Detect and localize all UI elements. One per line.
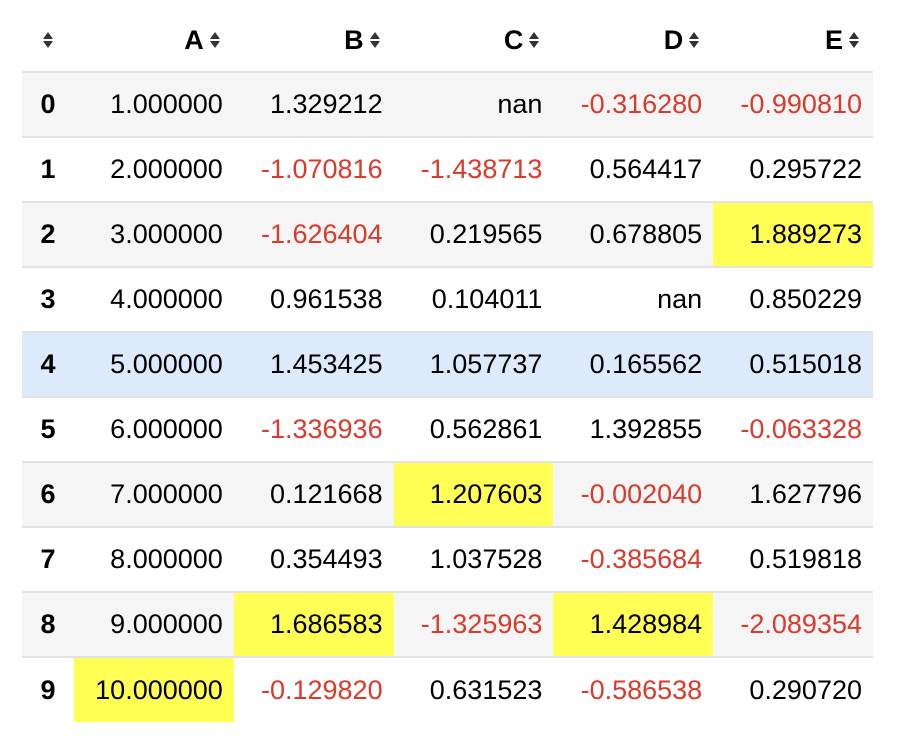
table-cell: 0.104011 [431, 284, 543, 314]
column-header-c[interactable]: C [393, 10, 554, 73]
table-cell: nan [657, 284, 703, 314]
table-cell: -0.385684 [580, 544, 703, 574]
sort-arrows-icon[interactable] [369, 31, 380, 49]
column-header-label: E [824, 25, 843, 55]
table-row-hovered: 4 5.000000 1.453425 1.057737 0.165562 0.… [22, 332, 873, 397]
sort-arrows-icon[interactable] [209, 31, 220, 49]
table-row: 5 6.000000 -1.336936 0.562861 1.392855 -… [22, 397, 873, 462]
table-row: 2 3.000000 -1.626404 0.219565 0.678805 1… [22, 202, 873, 267]
column-header-b[interactable]: B [233, 10, 394, 73]
table-row: 9 10.000000 -0.129820 0.631523 -0.586538… [22, 657, 873, 722]
table-cell: 0.519818 [749, 544, 862, 574]
table-row: 8 9.000000 1.686583 -1.325963 1.428984 -… [22, 592, 873, 657]
table-cell: 7.000000 [110, 479, 223, 509]
dataframe-table-container: A B C D E 0 1.000000 1.329212 nan -0.316… [22, 10, 873, 722]
table-cell: 3.000000 [110, 219, 223, 249]
row-index: 3 [40, 284, 56, 314]
table-row: 7 8.000000 0.354493 1.037528 -0.385684 0… [22, 527, 873, 592]
table-cell: -1.626404 [260, 219, 383, 249]
row-index: 7 [40, 544, 56, 574]
table-cell: -0.129820 [260, 674, 383, 705]
row-index: 5 [40, 414, 56, 444]
table-cell: 0.678805 [589, 219, 703, 249]
table-cell: -0.316280 [580, 89, 703, 119]
table-cell: 1.392855 [589, 414, 703, 444]
row-index: 4 [40, 349, 56, 379]
row-index: 8 [40, 609, 56, 639]
table-cell: nan [497, 89, 543, 119]
highlighted-max-cell: 1.428984 [553, 592, 714, 657]
table-row: 3 4.000000 0.961538 0.104011 nan 0.85022… [22, 267, 873, 332]
table-cell: 0.562861 [429, 414, 543, 444]
table-cell: 1.627796 [749, 479, 862, 509]
table-cell: -1.336936 [260, 414, 383, 444]
header-row: A B C D E [22, 10, 873, 73]
highlighted-max-cell: 1.686583 [233, 592, 394, 657]
table-row: 6 7.000000 0.121668 1.207603 -0.002040 1… [22, 462, 873, 527]
row-index: 2 [40, 219, 56, 249]
table-cell: 0.290720 [749, 674, 862, 705]
table-cell: -1.438713 [420, 154, 543, 184]
index-column-header[interactable] [22, 10, 74, 73]
table-cell: 4.000000 [110, 284, 223, 314]
table-cell: 0.631523 [429, 674, 543, 705]
table-cell: 0.219565 [429, 219, 543, 249]
table-cell: 0.850229 [749, 284, 862, 314]
table-cell: 0.515018 [749, 349, 862, 379]
sort-arrows-icon[interactable] [849, 31, 859, 49]
table-row: 0 1.000000 1.329212 nan -0.316280 -0.990… [22, 72, 873, 137]
table-cell: 8.000000 [110, 544, 223, 574]
table-cell: -1.070816 [260, 154, 383, 184]
table-cell: 2.000000 [110, 154, 223, 184]
row-index: 6 [40, 479, 56, 509]
table-cell: 1.453425 [269, 349, 383, 379]
table-cell: 0.295722 [749, 154, 862, 184]
highlighted-max-cell: 1.207603 [393, 462, 554, 527]
table-cell: 1.000000 [110, 89, 223, 119]
table-cell: -0.990810 [740, 89, 862, 119]
column-header-e[interactable]: E [713, 10, 873, 73]
table-cell: 9.000000 [110, 609, 223, 639]
table-cell: 0.961538 [269, 284, 383, 314]
table-cell: -2.089354 [740, 609, 862, 639]
table-cell: 1.037528 [429, 544, 543, 574]
dataframe-table: A B C D E 0 1.000000 1.329212 nan -0.316… [22, 10, 873, 722]
highlighted-max-cell: 1.889273 [713, 202, 873, 267]
table-cell: 1.329212 [269, 89, 383, 119]
table-cell: 1.057737 [429, 349, 543, 379]
column-header-label: D [663, 25, 684, 55]
column-header-label: A [184, 25, 204, 55]
table-cell: 0.354493 [269, 544, 383, 574]
table-cell: -0.586538 [580, 674, 703, 705]
column-header-label: B [344, 25, 364, 55]
table-cell: 0.564417 [589, 154, 703, 184]
table-row: 1 2.000000 -1.070816 -1.438713 0.564417 … [22, 137, 873, 202]
table-cell: 5.000000 [110, 349, 223, 379]
table-cell: -0.063328 [740, 414, 862, 444]
table-cell: 6.000000 [110, 414, 223, 444]
column-header-a[interactable]: A [74, 10, 234, 73]
sort-arrows-icon[interactable] [43, 31, 53, 49]
column-header-label: C [503, 25, 524, 55]
sort-arrows-icon[interactable] [689, 31, 700, 49]
highlighted-max-cell: 10.000000 [74, 657, 234, 722]
row-index: 0 [40, 89, 56, 119]
table-cell: -1.325963 [420, 609, 543, 639]
sort-arrows-icon[interactable] [529, 31, 540, 49]
table-cell: 0.165562 [589, 349, 703, 379]
row-index: 1 [40, 154, 56, 184]
table-cell: -0.002040 [580, 479, 703, 509]
row-index: 9 [40, 674, 56, 705]
column-header-d[interactable]: D [553, 10, 714, 73]
table-cell: 0.121668 [269, 479, 383, 509]
